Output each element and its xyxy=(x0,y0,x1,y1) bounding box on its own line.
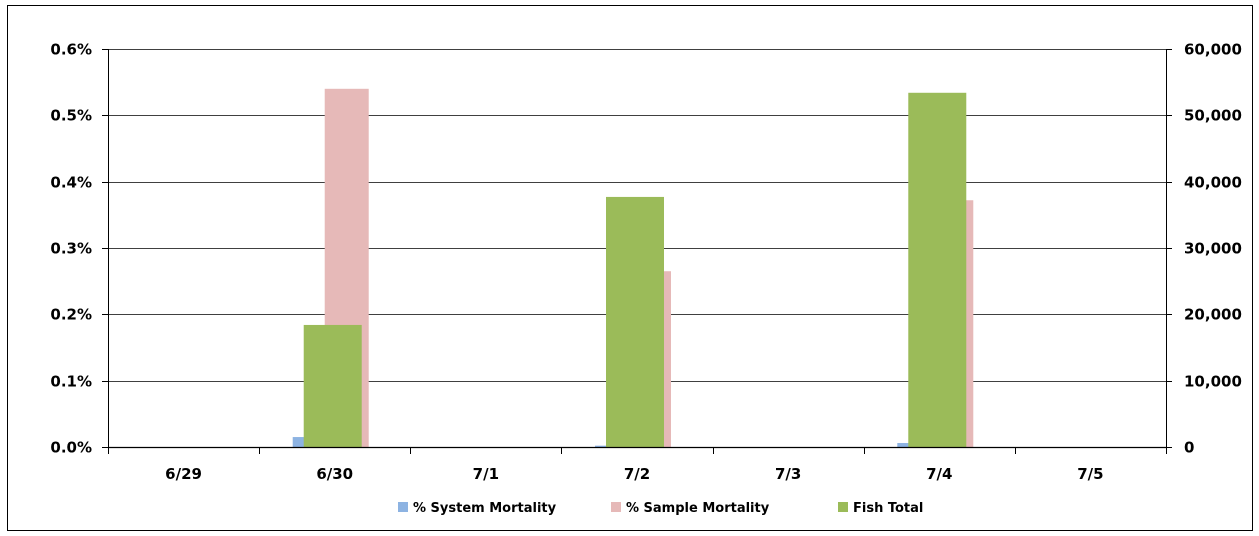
right-tick-label: 30,000 xyxy=(1184,240,1242,258)
left-tick-label: 0.2% xyxy=(50,306,92,324)
bar-fish-total xyxy=(303,324,362,447)
bar-fish-total xyxy=(908,92,967,447)
bars xyxy=(292,88,974,448)
legend-system-mortality: % System Mortality xyxy=(398,501,557,516)
left-tick-label: 0.5% xyxy=(50,107,92,125)
legend-swatch xyxy=(611,502,621,512)
x-tick-label: 6/30 xyxy=(316,465,353,483)
right-tick-label: 40,000 xyxy=(1184,174,1242,192)
legend-label: % System Mortality xyxy=(413,501,557,516)
x-tick-label: 7/1 xyxy=(473,465,499,483)
right-tick-label: 10,000 xyxy=(1184,373,1242,391)
right-tick-label: 0 xyxy=(1184,439,1194,457)
left-tick-label: 0.0% xyxy=(50,439,92,457)
bar-system-mortality xyxy=(292,437,305,447)
legend-sample-mortality: % Sample Mortality xyxy=(611,501,770,516)
legend: % System Mortality % Sample Mortality Fish… xyxy=(398,501,923,516)
left-tick-label: 0.6% xyxy=(50,41,92,59)
axes xyxy=(102,49,1172,454)
left-tick-label: 0.3% xyxy=(50,240,92,258)
x-tick-label: 7/5 xyxy=(1077,465,1103,483)
legend-label: % Sample Mortality xyxy=(626,501,770,516)
right-tick-label: 60,000 xyxy=(1184,41,1242,59)
legend-fish-total: Fish Total xyxy=(838,501,923,516)
left-tick-label: 0.4% xyxy=(50,174,92,192)
x-axis-tick-labels: 6/29 6/30 7/1 7/2 7/3 7/4 7/5 xyxy=(165,465,1103,483)
gridlines xyxy=(108,49,1166,382)
x-tick-label: 6/29 xyxy=(165,465,202,483)
x-tick-label: 7/3 xyxy=(775,465,801,483)
left-axis-tick-labels: 0.0% 0.1% 0.2% 0.3% 0.4% 0.5% 0.6% xyxy=(50,41,92,457)
x-tick-label: 7/2 xyxy=(624,465,650,483)
right-axis-tick-labels: 0 10,000 20,000 30,000 40,000 50,000 60,000 xyxy=(1184,41,1242,457)
bar-system-mortality xyxy=(897,443,910,447)
legend-swatch xyxy=(398,502,408,512)
x-tick-label: 7/4 xyxy=(926,465,952,483)
right-tick-label: 20,000 xyxy=(1184,306,1242,324)
right-tick-label: 50,000 xyxy=(1184,107,1242,125)
bar-fish-total xyxy=(606,196,664,447)
legend-swatch xyxy=(838,502,848,512)
legend-label: Fish Total xyxy=(853,501,923,516)
left-tick-label: 0.1% xyxy=(50,373,92,391)
bar-system-mortality xyxy=(595,445,607,447)
